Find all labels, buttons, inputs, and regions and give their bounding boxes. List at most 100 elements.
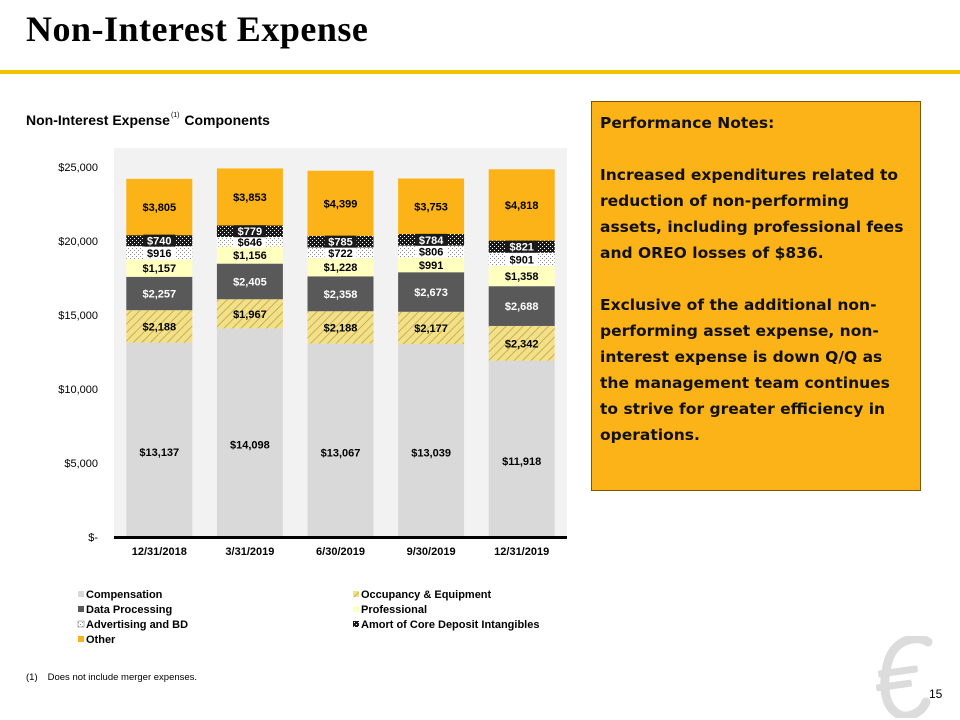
legend-label-professional: Professional <box>361 604 427 616</box>
bar-segment-data-processing <box>488 286 555 326</box>
data-label-background <box>143 246 176 259</box>
data-label-compensation: $13,137 <box>139 447 179 459</box>
y-tick-label: $20,000 <box>58 236 98 248</box>
data-label-professional: $991 <box>419 260 443 272</box>
data-label-background <box>505 240 538 253</box>
data-label-background <box>415 233 448 246</box>
data-label-other: $3,753 <box>414 201 448 213</box>
legend-swatch-occupancy <box>353 591 359 597</box>
bars: $13,137 $2,188 $2,257 $1,157 $916$740 $3,805 $… <box>126 168 555 537</box>
bar-segment-compensation <box>216 328 283 537</box>
slide-title: Non-Interest Expense <box>26 9 369 49</box>
y-tick-label: $25,000 <box>58 162 98 174</box>
chart-title-suffix: Components <box>180 112 270 128</box>
y-tick-label: $15,000 <box>58 310 98 322</box>
performance-notes-box: Performance Notes: Increased expenditure… <box>591 101 921 491</box>
bar-segment-professional <box>398 257 465 273</box>
bar-segment-other <box>307 170 374 236</box>
bar-segment-data-processing <box>307 276 374 312</box>
legend-label-amortization: Amort of Core Deposit Intangibles <box>361 619 539 631</box>
bar-segment-other <box>398 178 465 235</box>
chart-title-main: Non-Interest Expense <box>26 112 170 128</box>
data-label-professional: $1,157 <box>142 263 176 275</box>
data-label-data-processing: $2,405 <box>233 276 267 288</box>
data-label-other: $4,818 <box>505 200 539 212</box>
bar-segment-other <box>216 168 283 226</box>
data-label-advertising: $646 <box>238 237 262 249</box>
data-label-data-processing: $2,688 <box>505 301 539 313</box>
y-tick-label: $- <box>88 532 98 544</box>
legend-label-compensation: Compensation <box>86 589 163 601</box>
bar-segment-professional <box>126 259 193 277</box>
data-label-advertising: $916 <box>147 248 171 260</box>
notes-heading: Performance Notes: <box>600 114 775 132</box>
bar-segment-other <box>126 178 193 236</box>
data-label-compensation: $13,067 <box>321 447 361 459</box>
legend-swatch-data-processing <box>78 606 84 612</box>
page-number: 15 <box>929 687 943 701</box>
data-label-occupancy: $2,188 <box>142 321 176 333</box>
data-label-amortization: $779 <box>238 226 262 238</box>
chart-title-footnote-ref: (1) <box>170 112 180 119</box>
stacked-bar-chart: $- $5,000 $10,000 $15,000 $20,000 $25,000 $13… <box>58 148 567 646</box>
notes-paragraph-1: Increased expenditures related to reduct… <box>600 166 904 262</box>
data-label-compensation: $13,039 <box>411 448 451 460</box>
data-label-compensation: $14,098 <box>230 440 270 452</box>
data-label-occupancy: $2,188 <box>324 322 358 334</box>
bar-segment-professional <box>488 266 555 287</box>
data-label-background <box>233 225 266 238</box>
x-axis: 12/31/2018 3/31/2019 6/30/2019 9/30/2019 12/… <box>114 536 567 558</box>
legend-swatch-compensation <box>78 591 84 597</box>
footnote-text: Does not include merger expenses. <box>47 672 198 683</box>
bar-segment-compensation <box>488 360 555 537</box>
data-label-background <box>143 234 176 247</box>
data-label-background <box>505 253 538 266</box>
data-label-data-processing: $2,673 <box>414 287 448 299</box>
data-label-data-processing: $2,358 <box>324 289 358 301</box>
data-label-background <box>415 245 448 258</box>
bar-segment-compensation <box>126 342 193 537</box>
legend-label-advertising: Advertising and BD <box>86 619 188 631</box>
legend-swatch-other <box>78 636 84 642</box>
legend-label-data-processing: Data Processing <box>86 604 172 616</box>
data-label-other: $3,853 <box>233 192 267 204</box>
data-label-other: $4,399 <box>324 198 358 210</box>
data-label-compensation: $11,918 <box>502 456 541 468</box>
data-label-data-processing: $2,257 <box>142 288 176 300</box>
bar-segment-occupancy <box>398 311 465 345</box>
bar-segment-compensation <box>307 343 374 537</box>
legend-swatch-professional <box>353 606 359 612</box>
bar-segment-occupancy <box>216 299 283 329</box>
data-label-advertising: $806 <box>419 247 443 259</box>
data-label-professional: $1,358 <box>505 271 539 283</box>
bar-segment-data-processing <box>216 263 283 300</box>
bar-segment-data-processing <box>398 272 465 312</box>
x-tick-label: 3/31/2019 <box>225 546 274 558</box>
bar-segment-other <box>488 169 555 241</box>
data-label-professional: $1,228 <box>324 262 358 274</box>
data-label-occupancy: $2,177 <box>414 323 448 335</box>
x-tick-label: 12/31/2018 <box>132 546 187 558</box>
notes-paragraph-2: Exclusive of the additional non-performi… <box>600 296 890 444</box>
bar-segment-occupancy <box>126 310 193 343</box>
data-label-amortization: $785 <box>328 237 352 249</box>
x-axis-line <box>114 536 567 539</box>
bank-logo-icon <box>876 636 933 718</box>
legend-swatch-advertising <box>77 620 85 628</box>
bar-segment-data-processing <box>126 276 193 311</box>
legend: Compensation Occupancy & Equipment Data Pr… <box>77 589 539 646</box>
x-tick-label: 12/31/2019 <box>494 546 549 558</box>
footnote: (1) Does not include merger expenses. <box>26 672 197 683</box>
data-label-professional: $1,156 <box>233 250 267 262</box>
data-label-background <box>324 246 357 259</box>
y-tick-label: $5,000 <box>64 458 98 470</box>
bar-segment-occupancy <box>307 311 374 344</box>
chart-title: Non-Interest Expense(1) Components <box>26 112 270 128</box>
title-rule <box>0 70 960 74</box>
bar-segment-professional <box>307 258 374 277</box>
data-label-background <box>233 235 266 248</box>
bar-segment-compensation <box>398 344 465 537</box>
legend-label-occupancy: Occupancy & Equipment <box>361 589 492 601</box>
data-label-amortization: $821 <box>509 242 533 254</box>
data-label-amortization: $740 <box>147 236 171 248</box>
